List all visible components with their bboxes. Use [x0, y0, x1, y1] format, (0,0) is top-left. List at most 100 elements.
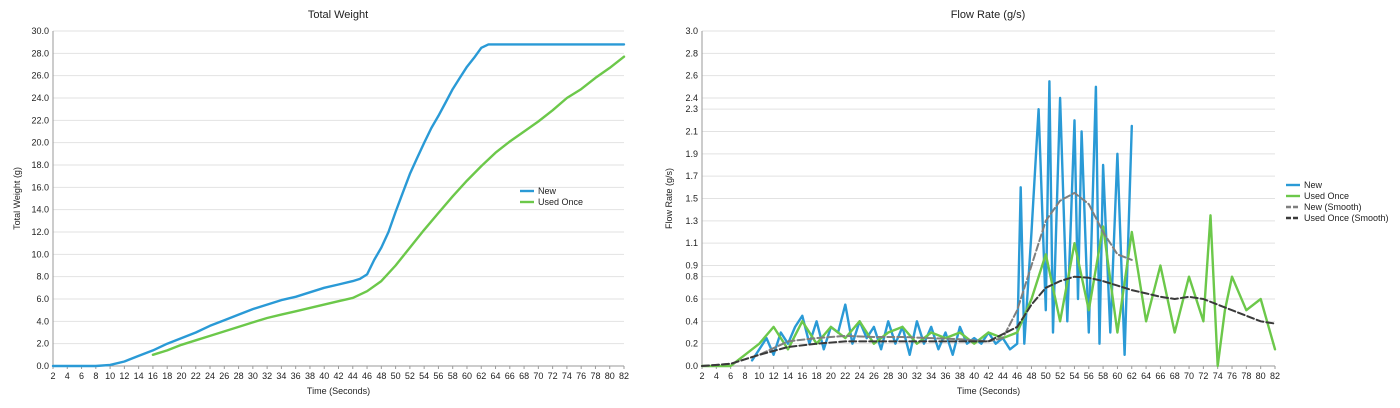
- x-tick-label: 80: [1256, 371, 1266, 381]
- x-tick-label: 32: [262, 371, 272, 381]
- y-axis-label: Total Weight (g): [12, 167, 22, 230]
- y-tick-label: 14.0: [31, 205, 49, 215]
- y-tick-label: 1.1: [685, 238, 698, 248]
- x-tick-label: 52: [1055, 371, 1065, 381]
- x-tick-label: 66: [1155, 371, 1165, 381]
- x-tick-label: 42: [983, 371, 993, 381]
- chart-title: Total Weight: [308, 9, 368, 21]
- x-tick-label: 22: [191, 371, 201, 381]
- x-axis-label: Time (Seconds): [957, 386, 1020, 396]
- x-tick-label: 14: [134, 371, 144, 381]
- y-tick-label: 24.0: [31, 93, 49, 103]
- y-tick-label: 0.0: [36, 361, 49, 371]
- x-tick-label: 24: [855, 371, 865, 381]
- y-tick-label: 2.4: [685, 93, 698, 103]
- x-tick-label: 4: [714, 371, 719, 381]
- x-tick-label: 40: [969, 371, 979, 381]
- x-tick-label: 60: [1112, 371, 1122, 381]
- y-tick-label: 0.9: [685, 261, 698, 271]
- x-tick-label: 64: [491, 371, 501, 381]
- legend-label: Used Once: [1304, 191, 1349, 201]
- x-tick-label: 16: [797, 371, 807, 381]
- y-tick-label: 2.6: [685, 71, 698, 81]
- x-tick-label: 36: [941, 371, 951, 381]
- chart-1: 0.0 2.0 4.0 6.0 8.0 10.0 12.0 14.0 16.0 18.0 20.0 2…: [12, 9, 629, 396]
- x-tick-label: 26: [219, 371, 229, 381]
- chart-2: 0.00.20.40.60.80.91.11.31.51.71.92.12.32…: [664, 9, 1389, 396]
- y-tick-label: 28.0: [31, 48, 49, 58]
- y-tick-label: 0.4: [685, 316, 698, 326]
- x-tick-label: 72: [548, 371, 558, 381]
- x-tick-label: 20: [176, 371, 186, 381]
- x-tick-label: 66: [505, 371, 515, 381]
- y-tick-label: 2.1: [685, 127, 698, 137]
- x-tick-label: 38: [955, 371, 965, 381]
- x-tick-label: 42: [333, 371, 343, 381]
- x-tick-label: 28: [234, 371, 244, 381]
- x-tick-label: 2: [50, 371, 55, 381]
- y-tick-label: 4.0: [36, 316, 49, 326]
- x-tick-label: 22: [840, 371, 850, 381]
- y-tick-label: 0.2: [685, 339, 698, 349]
- x-tick-label: 34: [276, 371, 286, 381]
- y-tick-label: 6.0: [36, 294, 49, 304]
- y-tick-label: 26.0: [31, 71, 49, 81]
- y-tick-label: 16.0: [31, 182, 49, 192]
- x-tick-label: 6: [728, 371, 733, 381]
- x-tick-label: 30: [248, 371, 258, 381]
- series-line-used-once: [151, 55, 626, 356]
- legend-label: New: [1304, 180, 1323, 190]
- x-tick-label: 8: [93, 371, 98, 381]
- x-tick-label: 48: [376, 371, 386, 381]
- y-tick-label: 0.8: [685, 272, 698, 282]
- x-tick-label: 62: [1127, 371, 1137, 381]
- x-tick-label: 56: [1084, 371, 1094, 381]
- x-tick-label: 50: [1041, 371, 1051, 381]
- x-tick-label: 82: [1270, 371, 1280, 381]
- x-tick-label: 26: [869, 371, 879, 381]
- x-tick-label: 60: [462, 371, 472, 381]
- legend-label: New (Smooth): [1304, 202, 1362, 212]
- x-tick-label: 4: [65, 371, 70, 381]
- x-tick-label: 36: [291, 371, 301, 381]
- x-tick-label: 58: [448, 371, 458, 381]
- series-line-new: [51, 43, 626, 368]
- y-tick-label: 8.0: [36, 272, 49, 282]
- x-tick-label: 32: [912, 371, 922, 381]
- x-tick-label: 56: [433, 371, 443, 381]
- x-tick-label: 68: [1170, 371, 1180, 381]
- x-tick-label: 78: [590, 371, 600, 381]
- chart-title: Flow Rate (g/s): [951, 9, 1026, 21]
- x-tick-label: 46: [1012, 371, 1022, 381]
- x-tick-label: 20: [826, 371, 836, 381]
- x-tick-label: 76: [1227, 371, 1237, 381]
- y-tick-label: 10.0: [31, 249, 49, 259]
- x-tick-label: 64: [1141, 371, 1151, 381]
- x-axis-label: Time (Seconds): [307, 386, 370, 396]
- legend-label: New: [538, 186, 557, 196]
- y-tick-label: 1.7: [685, 171, 698, 181]
- x-tick-label: 44: [998, 371, 1008, 381]
- x-tick-label: 30: [898, 371, 908, 381]
- x-tick-label: 78: [1241, 371, 1251, 381]
- legend-label: Used Once (Smooth): [1304, 213, 1389, 223]
- x-tick-label: 6: [79, 371, 84, 381]
- x-tick-label: 34: [926, 371, 936, 381]
- x-tick-label: 28: [883, 371, 893, 381]
- x-tick-label: 18: [812, 371, 822, 381]
- x-tick-label: 72: [1198, 371, 1208, 381]
- x-tick-label: 14: [783, 371, 793, 381]
- y-tick-label: 2.3: [685, 104, 698, 114]
- y-tick-label: 0.6: [685, 294, 698, 304]
- x-tick-label: 68: [519, 371, 529, 381]
- x-tick-label: 10: [754, 371, 764, 381]
- x-tick-label: 48: [1026, 371, 1036, 381]
- x-tick-label: 74: [562, 371, 572, 381]
- x-tick-label: 54: [1069, 371, 1079, 381]
- legend-label: Used Once: [538, 197, 583, 207]
- x-tick-label: 70: [1184, 371, 1194, 381]
- y-tick-label: 3.0: [685, 26, 698, 36]
- y-tick-label: 0.0: [685, 361, 698, 371]
- x-tick-label: 12: [119, 371, 129, 381]
